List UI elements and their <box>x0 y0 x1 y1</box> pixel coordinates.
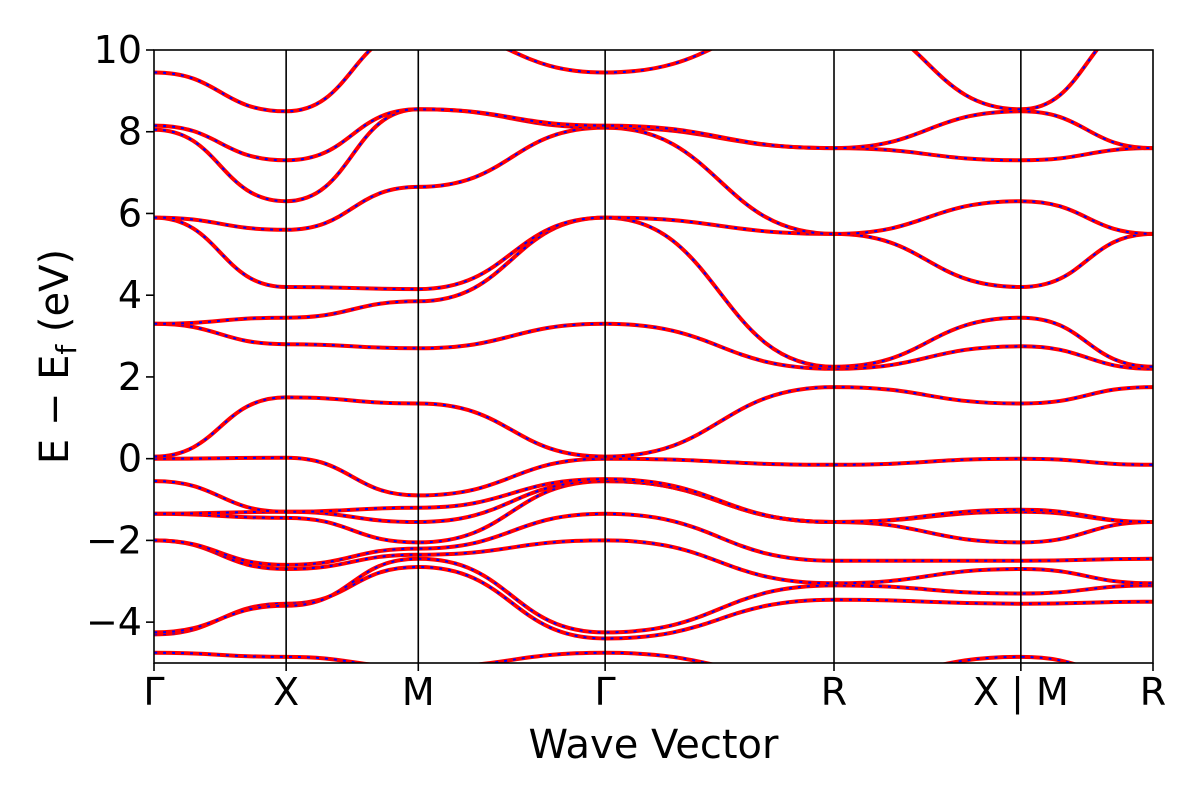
band-dash-b12 <box>154 216 1153 368</box>
y-axis-label: E − Ef (eV) <box>32 249 83 464</box>
band-dash-b17 <box>154 50 1098 113</box>
x-axis-ticks: Γ X M Γ R X | M R <box>143 663 1166 715</box>
y-axis-ticks: −4 −2 0 2 4 6 8 10 <box>86 28 154 644</box>
y-tick-label: 0 <box>118 437 142 481</box>
plot-frame <box>153 49 1154 664</box>
y-tick-label: −2 <box>86 518 142 562</box>
band-line-b15 <box>154 107 1153 204</box>
band-dash-b1 <box>154 651 1075 663</box>
y-tick-label: 6 <box>118 191 142 235</box>
band-dash-b15 <box>154 108 1153 203</box>
x-tick-label: X | M <box>973 670 1069 715</box>
high-symmetry-lines <box>285 50 1022 663</box>
band-dash-b9 <box>154 456 1153 497</box>
y-axis-label-subscript: f <box>50 344 83 355</box>
bands-layer <box>154 50 1153 663</box>
y-tick-label: 8 <box>118 110 142 154</box>
band-dash-b5 <box>154 512 1153 566</box>
band-line-b10 <box>154 385 1153 459</box>
x-tick-label: R <box>1140 670 1166 714</box>
y-tick-label: 10 <box>94 28 142 72</box>
band-dash-b11 <box>154 322 1153 370</box>
band-line-b5 <box>154 511 1153 567</box>
x-tick-label: X <box>273 670 299 714</box>
band-dash-b8 <box>154 478 1153 524</box>
x-tick-label: Γ <box>595 670 616 714</box>
y-axis-label-main: E − E <box>32 355 78 465</box>
band-line-b11 <box>154 321 1153 371</box>
x-axis-label: Wave Vector <box>529 722 780 768</box>
y-tick-label: −4 <box>86 600 142 644</box>
y-tick-label: 2 <box>118 355 142 399</box>
y-axis-label-unit: (eV) <box>32 249 78 345</box>
x-tick-label: M <box>402 670 435 714</box>
x-tick-label: Γ <box>143 670 164 714</box>
band-dash-b4 <box>154 539 1153 585</box>
band-dash-b10 <box>154 386 1153 458</box>
y-tick-label: 4 <box>118 273 142 317</box>
x-tick-label: R <box>821 670 847 714</box>
band-line-b17 <box>154 50 1100 114</box>
band-dash-b14 <box>154 126 1153 235</box>
band-line-b9 <box>154 455 1153 498</box>
